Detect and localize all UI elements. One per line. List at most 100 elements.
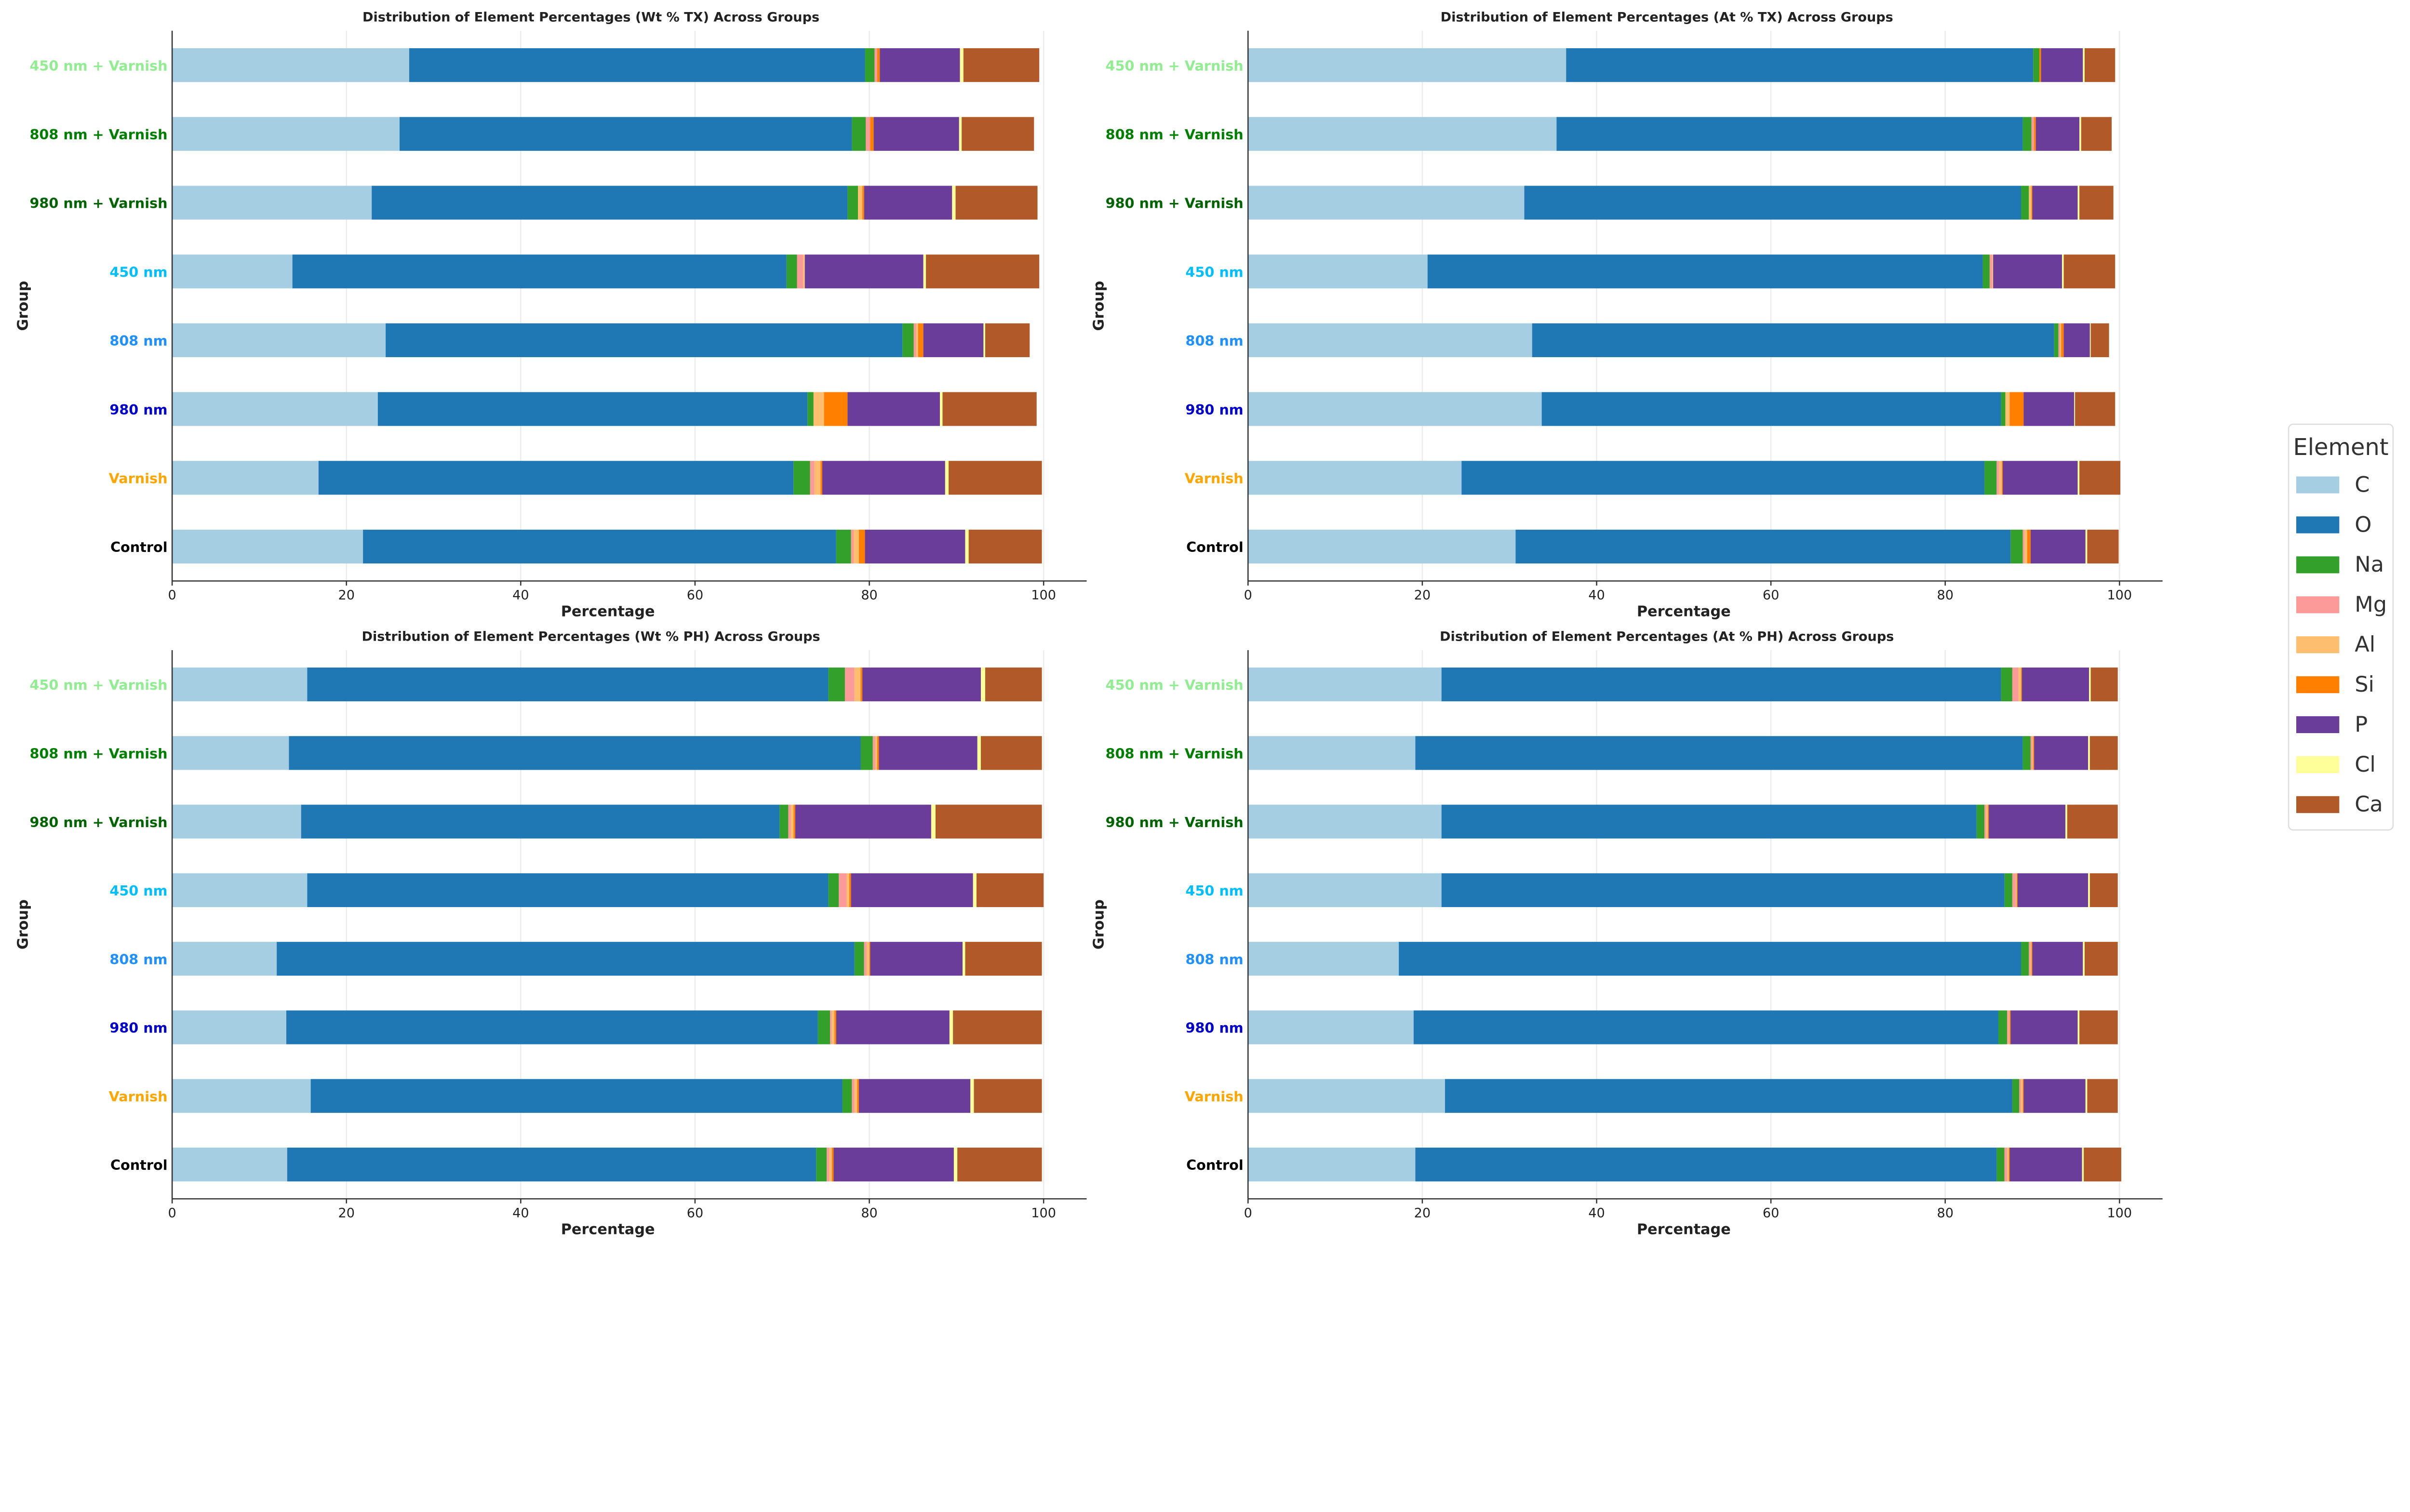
x-tick-label: 60: [687, 588, 703, 603]
bar-segment-Cl: [959, 117, 962, 151]
x-tick-label: 80: [1937, 588, 1953, 603]
bar-segment-P: [1993, 254, 2062, 289]
bar-segment-C: [172, 48, 409, 82]
bar-segment-Na: [817, 1010, 830, 1044]
bar-segment-Ca: [2067, 804, 2118, 839]
bar-segment-Na: [854, 942, 864, 976]
bar-segment-Cl: [2074, 392, 2075, 426]
bar-group: [172, 1079, 1042, 1113]
category-label: 808 nm: [109, 333, 167, 349]
bar-segment-O: [301, 804, 780, 839]
bar-segment-Al: [2060, 323, 2062, 357]
bar-segment-Si: [877, 736, 879, 770]
bar-segment-Mg: [810, 461, 815, 495]
bar-segment-O: [318, 461, 794, 495]
category-label: 980 nm + Varnish: [1106, 814, 1244, 830]
bar-segment-Al: [867, 942, 870, 976]
bar-segment-Al: [2018, 667, 2022, 702]
bar-segment-Cl: [970, 1079, 974, 1113]
category-label: 808 nm: [109, 951, 167, 967]
bar-segment-Al: [803, 254, 805, 289]
bar-segment-P: [858, 1079, 971, 1113]
bar-segment-O: [1441, 667, 2001, 702]
category-label: Varnish: [1185, 470, 1244, 486]
bar-segment-Mg: [866, 117, 870, 151]
bar-segment-Cl: [2062, 254, 2064, 289]
bar-segment-C: [172, 804, 301, 839]
legend-label-Na: Na: [2355, 552, 2384, 577]
bar-segment-C: [172, 186, 372, 220]
x-tick-label: 40: [1588, 588, 1605, 603]
bar-segment-Ca: [957, 1148, 1042, 1182]
bar-segment-C: [172, 529, 363, 564]
bar-segment-Mg: [2007, 1010, 2009, 1044]
bar-segment-Ca: [955, 186, 1038, 220]
bar-segment-Na: [842, 1079, 852, 1113]
bar-segment-P: [795, 804, 931, 839]
category-label: 980 nm: [109, 401, 167, 418]
category-label: 450 nm + Varnish: [1106, 57, 1244, 74]
bar-segment-C: [1248, 254, 1428, 289]
bar-group: [172, 736, 1042, 770]
bar-segment-Ca: [985, 323, 1030, 357]
bar-segment-Al: [875, 736, 877, 770]
x-tick-label: 0: [1244, 588, 1252, 603]
bar-segment-Mg: [2012, 873, 2016, 907]
bar-segment-Al: [2021, 1079, 2023, 1113]
bar-segment-Na: [2021, 942, 2029, 976]
bar-segment-Al: [1999, 461, 2002, 495]
legend-swatch-Mg: [2296, 596, 2340, 614]
bar-segment-Na: [1996, 1148, 2005, 1182]
x-tick-label: 100: [1031, 588, 1056, 603]
bar-segment-Na: [1984, 461, 1997, 495]
bar-segment-Si: [1988, 804, 1989, 839]
bar-segment-Ca: [968, 529, 1042, 564]
bar-segment-O: [1532, 323, 2054, 357]
legend: Element CO Na Mg Al Si P Cl Ca: [2288, 423, 2394, 831]
x-tick-label: 40: [512, 588, 529, 603]
bar-segment-Al: [2007, 1148, 2009, 1182]
legend-label-Si: Si: [2355, 672, 2374, 697]
bar-segment-Mg: [874, 48, 877, 82]
bar-segment-Cl: [2079, 117, 2081, 151]
bar-segment-Mg: [2022, 529, 2025, 564]
category-label: 808 nm + Varnish: [29, 745, 167, 762]
x-tick-label: 0: [168, 1206, 176, 1221]
bar-segment-Si: [862, 186, 864, 220]
bar-segment-Ca: [2087, 529, 2119, 564]
bar-segment-Si: [824, 392, 848, 426]
bar-segment-O: [1427, 254, 1983, 289]
x-tick-label: 100: [1031, 1206, 1056, 1221]
bar-segment-P: [2030, 529, 2086, 564]
bar-segment-Si: [834, 1010, 836, 1044]
legend-swatch-Na: [2296, 556, 2340, 574]
category-label: 450 nm: [109, 883, 167, 899]
bar-segment-Si: [2009, 392, 2024, 426]
category-label: Varnish: [109, 470, 168, 486]
bar-segment-Ca: [2090, 323, 2109, 357]
bar-segment-Mg: [2019, 1079, 2022, 1113]
bar-segment-Mg: [864, 942, 867, 976]
bar-segment-Cl: [940, 392, 943, 426]
bar-segment-P: [2035, 117, 2080, 151]
category-label: 808 nm: [1186, 951, 1244, 967]
bar-segment-Na: [2010, 529, 2023, 564]
bar-group: [172, 48, 1040, 82]
bar-segment-C: [172, 323, 386, 357]
bar-segment-Na: [865, 48, 875, 82]
bar-segment-Si: [2034, 117, 2036, 151]
bar-segment-O: [1441, 873, 2005, 907]
chart-panel-4: 450 nm + Varnish 808 nm + Varnish 980 nm +…: [1091, 629, 2163, 1238]
bar-segment-Cl: [945, 461, 949, 495]
category-label: 980 nm: [1186, 1020, 1244, 1036]
bar-segment-Al: [846, 873, 849, 907]
bar-segment-Cl: [980, 667, 986, 702]
bar-segment-Na: [2022, 117, 2032, 151]
x-axis-label: Percentage: [1637, 1221, 1731, 1238]
bar-segment-Ca: [926, 254, 1040, 289]
legend-swatch-Si: [2296, 676, 2340, 694]
bar-segment-Cl: [931, 804, 936, 839]
x-axis-label: Percentage: [561, 603, 655, 620]
bar-segment-Si: [2002, 461, 2003, 495]
bar-group: [1248, 254, 2115, 289]
